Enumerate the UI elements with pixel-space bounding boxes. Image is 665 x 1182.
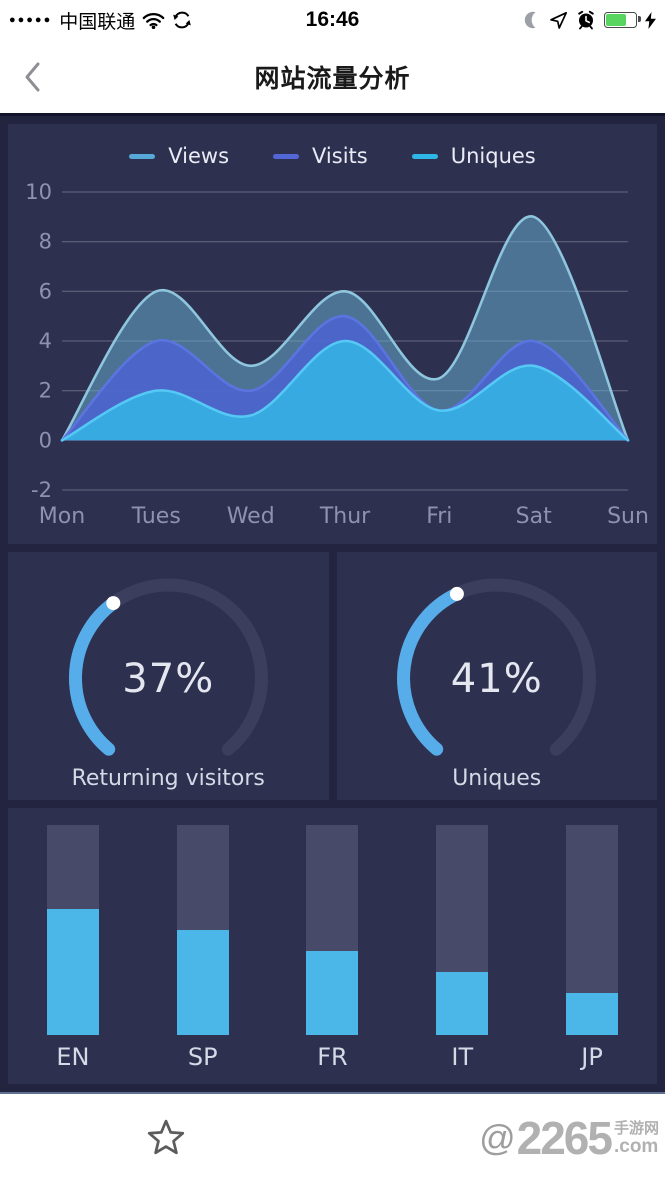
- uniques-gauge: [397, 578, 597, 756]
- bar-track: [46, 825, 99, 1035]
- legend-item-views[interactable]: Views: [129, 144, 229, 168]
- bar-fill: [566, 993, 619, 1035]
- languages-bar-chart-panel: EN SP FR IT JP: [8, 808, 657, 1084]
- bar-track: [566, 825, 619, 1035]
- gauge-progress: [68, 596, 120, 756]
- traffic-area-chart-panel: Views Visits Uniques 10 8 6 4 2 0 -2 Mon Tues Wed Th…: [8, 124, 657, 544]
- bar-label: IT: [451, 1043, 474, 1071]
- page-title: 网站流量分析: [254, 64, 411, 93]
- returning-visitors-gauge: [68, 578, 268, 756]
- y-tick-label: 6: [39, 279, 52, 303]
- status-bar: ●●●●● 中国联通 16:46: [0, 0, 665, 40]
- bar-label: JP: [581, 1043, 603, 1071]
- bar-fill: [176, 930, 229, 1035]
- bar-column-it: IT: [436, 825, 489, 1071]
- chevron-left-icon: [24, 61, 41, 93]
- watermark-cn: 手游网: [613, 1119, 659, 1137]
- x-tick-label: Mon: [39, 504, 85, 529]
- bar-label: EN: [56, 1043, 90, 1071]
- favorite-button[interactable]: [144, 1116, 188, 1160]
- bar-fill: [436, 972, 489, 1035]
- nav-bar: 网站流量分析: [0, 40, 665, 113]
- gauge-handle-dot: [106, 596, 121, 611]
- x-tick-label: Sun: [607, 504, 649, 529]
- wifi-icon: [142, 12, 165, 29]
- bar-label: FR: [317, 1043, 348, 1071]
- gauge-value: 37%: [122, 656, 215, 702]
- dashboard: Views Visits Uniques 10 8 6 4 2 0 -2 Mon Tues Wed Th…: [0, 113, 665, 1092]
- y-tick-label: 0: [39, 428, 52, 452]
- y-tick-label: 4: [39, 329, 52, 353]
- y-tick-label: 2: [39, 379, 52, 403]
- back-button[interactable]: [24, 61, 41, 93]
- bar-column-fr: FR: [306, 825, 359, 1071]
- x-tick-label: Thur: [319, 504, 371, 529]
- uniques-gauge-panel: 41% Uniques: [336, 552, 657, 800]
- series-uniques-area: [62, 340, 628, 441]
- chart-legend: Views Visits Uniques: [8, 144, 657, 168]
- x-tick-label: Fri: [426, 504, 452, 529]
- legend-label: Visits: [312, 144, 368, 168]
- watermark-number: 2265: [516, 1112, 613, 1164]
- carrier-label: 中国联通: [59, 11, 136, 33]
- legend-label: Views: [168, 144, 230, 168]
- y-tick-label: 8: [39, 230, 52, 254]
- location-arrow-icon: [549, 11, 568, 30]
- gauge-row: 37% Returning visitors 41% Uniques: [8, 552, 657, 800]
- gauge-progress: [397, 587, 464, 756]
- bar-column-en: EN: [46, 825, 99, 1071]
- bar-fill: [46, 909, 99, 1035]
- series-uniques-line: [60, 339, 630, 442]
- x-tick-label: Sat: [516, 504, 552, 529]
- legend-label: Uniques: [450, 144, 536, 168]
- bar-column-jp: JP: [566, 825, 619, 1071]
- sync-icon: [172, 10, 192, 30]
- watermark: @ 2265 手游网 .com: [479, 1115, 665, 1161]
- bar-track: [176, 825, 229, 1035]
- legend-dash-icon: [129, 153, 156, 159]
- returning-visitors-gauge-panel: 37% Returning visitors: [8, 552, 329, 800]
- gauge-label: Returning visitors: [71, 766, 265, 791]
- y-tick-label: 10: [25, 180, 52, 204]
- watermark-at: @: [479, 1117, 516, 1158]
- bar-column-sp: SP: [176, 825, 229, 1071]
- gauge-label: Uniques: [452, 766, 542, 791]
- y-tick-label: -2: [31, 478, 52, 502]
- star-icon: [144, 1116, 188, 1160]
- bottom-bar: @ 2265 手游网 .com: [0, 1092, 665, 1182]
- series-visits-line: [60, 314, 630, 442]
- bar-track: [306, 825, 359, 1035]
- legend-dash-icon: [411, 153, 438, 159]
- bar-label: SP: [187, 1043, 218, 1071]
- series-views-line: [60, 215, 630, 442]
- gauge-value: 41%: [450, 656, 543, 702]
- legend-dash-icon: [273, 153, 300, 159]
- moon-icon: [523, 11, 541, 29]
- gauge-handle-dot: [450, 586, 465, 601]
- clock-label: 16:46: [305, 8, 360, 31]
- legend-item-uniques[interactable]: Uniques: [411, 144, 536, 168]
- x-tick-label: Tues: [131, 504, 181, 529]
- watermark-com: .com: [613, 1135, 659, 1157]
- legend-item-visits[interactable]: Visits: [273, 144, 368, 168]
- bar-fill: [306, 951, 359, 1035]
- bar-chart: EN SP FR IT JP: [8, 808, 657, 1071]
- bar-track: [436, 825, 489, 1035]
- battery-icon: [604, 12, 641, 28]
- charging-bolt-icon: [645, 11, 656, 29]
- battery-level: [606, 14, 627, 26]
- alarm-clock-icon: [576, 10, 596, 30]
- signal-strength-icon: ●●●●●: [9, 14, 53, 26]
- x-tick-label: Wed: [227, 504, 275, 529]
